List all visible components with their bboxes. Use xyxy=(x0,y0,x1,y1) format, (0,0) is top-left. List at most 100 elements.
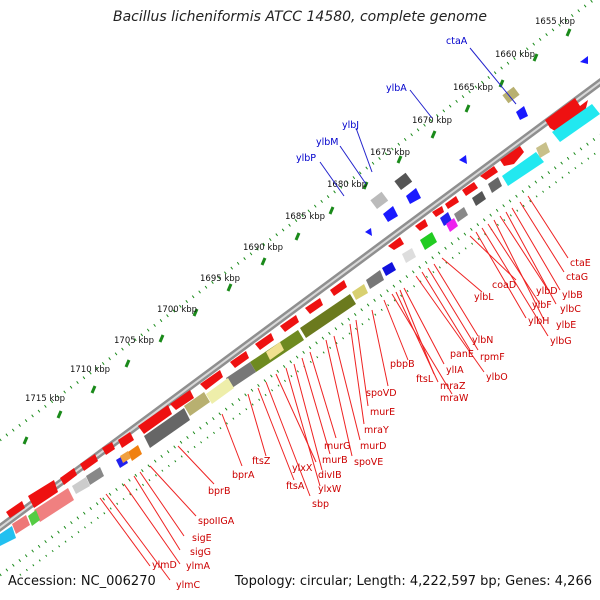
gene-label: divIB xyxy=(318,470,342,481)
block-khaki-1 xyxy=(352,284,368,300)
feature-blue-arrow xyxy=(383,206,398,222)
feature-ylbJ xyxy=(394,172,413,191)
gene-label-ylbP: ylbP xyxy=(296,153,316,164)
block-cyan-3 xyxy=(0,526,16,546)
gene-label: sigE xyxy=(192,533,212,544)
scale-label: 1680 kbp xyxy=(327,180,367,190)
feature-ylbM xyxy=(406,188,421,204)
gene-label: ylbB xyxy=(562,290,583,301)
forward-strand-row xyxy=(6,98,588,518)
feature-ylbA xyxy=(502,86,520,104)
gene-label: ylbN xyxy=(472,335,493,346)
gene-label-ylbA: ylbA xyxy=(386,83,407,94)
gene-label: murD xyxy=(360,441,387,452)
red-leader-lines xyxy=(99,195,569,581)
gene-label: coaD xyxy=(492,280,516,291)
blue-leader-lines xyxy=(319,47,517,197)
block-lightgrey xyxy=(402,248,416,263)
gene-label: ctaG xyxy=(566,272,588,283)
block-grey-2 xyxy=(472,191,486,206)
feature-blue-top xyxy=(580,56,588,64)
gene-label: ylbL xyxy=(474,292,494,303)
gene-label: ylmC xyxy=(176,580,201,591)
gene-label: ylbO xyxy=(486,372,508,383)
scale-label: 1660 kbp xyxy=(495,50,535,60)
gene-label: bprB xyxy=(208,486,230,497)
scale-label: 1685 kbp xyxy=(285,212,325,222)
map-title: Bacillus licheniformis ATCC 14580, compl… xyxy=(113,9,487,25)
block-grey-4 xyxy=(366,270,384,289)
block-khaki-2 xyxy=(266,342,284,360)
block-grey-long xyxy=(144,408,190,448)
gene-label: ylbG xyxy=(550,336,572,347)
block-olive-long xyxy=(300,294,356,338)
block-orange-2 xyxy=(120,451,131,463)
scale-label: 1675 kbp xyxy=(370,148,410,158)
scale-label: 1665 kbp xyxy=(453,83,493,93)
block-grey-6 xyxy=(86,467,104,485)
scale-label: 1690 kbp xyxy=(243,243,283,253)
gene-label: ylIA xyxy=(446,365,464,376)
gene-label: ylxW xyxy=(318,484,342,495)
feature-blue-small2 xyxy=(365,228,372,236)
gene-label: murE xyxy=(370,407,395,418)
block-grey-1 xyxy=(488,177,502,193)
gene-label: ylbH xyxy=(528,316,549,327)
gene-label: ylbD xyxy=(536,286,558,297)
scale-label: 1705 kbp xyxy=(114,336,154,346)
gene-label-ylbM: ylbM xyxy=(316,137,339,148)
gene-label: sigG xyxy=(190,547,211,558)
block-lightgrey-2 xyxy=(72,477,90,494)
feature-small-blue xyxy=(459,155,467,164)
block-cyan-2 xyxy=(502,152,544,186)
block-magenta xyxy=(446,218,458,232)
feature-blocks-inner xyxy=(0,104,600,546)
gene-label: ylbE xyxy=(556,320,576,331)
block-grey-3 xyxy=(454,207,468,222)
gene-label: murB xyxy=(322,455,348,466)
scale-label: 1695 kbp xyxy=(200,274,240,284)
gene-label: ylbF xyxy=(532,300,552,311)
gene-label: ctaE xyxy=(570,258,591,269)
scale-label: 1670 kbp xyxy=(412,116,452,126)
gene-label: ftsZ xyxy=(252,456,271,467)
block-olive-3 xyxy=(184,392,210,416)
gene-label: murG xyxy=(324,441,351,452)
block-khaki-3 xyxy=(206,378,234,404)
reverse-strand-features xyxy=(365,56,588,236)
scale-label: 1700 kbp xyxy=(157,305,197,315)
scale-labels: 1655 kbp 1660 kbp 1665 kbp 1670 kbp 1675… xyxy=(25,17,575,404)
gene-label-ctaA: ctaA xyxy=(446,36,468,47)
gene-label: ylxX xyxy=(292,463,313,474)
gene-label: bprA xyxy=(232,470,255,481)
block-salmon-2 xyxy=(12,515,30,534)
block-darkblue xyxy=(382,262,396,276)
gene-label: rpmF xyxy=(480,352,505,363)
gene-label: sbp xyxy=(312,499,329,510)
gene-label: ftsL xyxy=(416,374,434,385)
scale-ticks xyxy=(22,28,572,445)
gene-label: spoIIGA xyxy=(198,516,235,527)
gene-label: ftsA xyxy=(286,481,305,492)
gene-label: ylmD xyxy=(152,560,177,571)
gene-label: pbpB xyxy=(390,359,415,370)
block-orange-1 xyxy=(128,445,142,461)
genome-summary: Topology: circular; Length: 4,222,597 bp… xyxy=(234,574,592,589)
gene-label: panE xyxy=(450,349,474,360)
block-salmon xyxy=(34,488,74,522)
block-olive-1 xyxy=(536,142,550,158)
gene-label: ylmA xyxy=(186,561,211,572)
red-gene-labels: ctaE ctaG ylbB ylbC ylbD ylbE ylbF ylbG … xyxy=(152,258,591,591)
gene-label: spoVE xyxy=(354,457,383,468)
gene-label: mraZ xyxy=(440,381,466,392)
block-green-2 xyxy=(28,510,40,526)
gene-label: mraY xyxy=(364,425,389,436)
scale-label: 1655 kbp xyxy=(535,17,575,27)
scale-label: 1715 kbp xyxy=(25,394,65,404)
feature-ylbP xyxy=(370,191,389,210)
block-cyan-1 xyxy=(552,104,600,142)
gene-label: ylbC xyxy=(560,304,581,315)
gene-label-ylbJ: ylbJ xyxy=(342,120,359,131)
block-green xyxy=(420,232,437,250)
